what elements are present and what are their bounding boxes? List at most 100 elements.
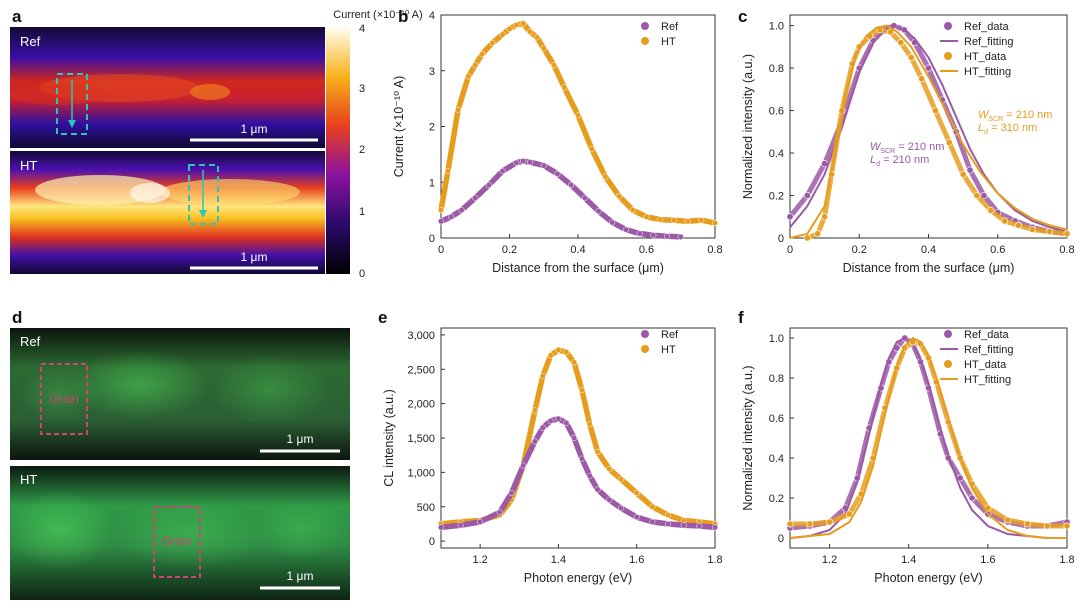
y-tick-label: 0.4 bbox=[769, 148, 784, 160]
y-axis-label: Normalized intensity (a.u.) bbox=[741, 54, 755, 199]
data-point-HT bbox=[555, 346, 562, 354]
x-axis-label: Distance from the surface (μm) bbox=[492, 261, 664, 275]
data-point-Ref_data bbox=[803, 192, 811, 200]
x-tick-label: 0.6 bbox=[639, 244, 654, 256]
data-point-HT bbox=[586, 421, 593, 428]
y-tick-label: 0.6 bbox=[769, 106, 784, 118]
series-markers-Ref_data bbox=[789, 335, 1068, 531]
data-point-HT_data bbox=[907, 53, 915, 61]
data-point-HT bbox=[513, 21, 520, 29]
panel-letter-c: c bbox=[738, 7, 747, 26]
legend-label-Ref_data: Ref_data bbox=[964, 21, 1010, 33]
data-point-Ref bbox=[568, 181, 575, 189]
y-tick-label: 0 bbox=[778, 233, 784, 245]
data-point-HT bbox=[602, 173, 609, 180]
data-point-Ref bbox=[527, 159, 534, 166]
y-tick-label: 0.2 bbox=[769, 191, 784, 203]
data-point-HT_data bbox=[1004, 516, 1012, 524]
data-point-HT bbox=[561, 84, 568, 91]
data-point-Ref bbox=[531, 438, 538, 445]
series-line-HT_fitting bbox=[789, 336, 1067, 539]
chart-e: 1.2 1.4 1.6 1.8 0 500 1,000 1,500 2,000 2,500 3,00… bbox=[382, 327, 723, 585]
data-point-HT_data bbox=[1001, 217, 1009, 225]
data-point-HT bbox=[527, 28, 534, 35]
data-point-Ref bbox=[508, 489, 515, 497]
data-point-HT_data bbox=[803, 234, 811, 242]
y-tick-label: 0.6 bbox=[769, 413, 784, 425]
y-axis-label: Current (×10⁻¹⁰ A) bbox=[392, 76, 406, 178]
data-point-HT bbox=[520, 20, 527, 27]
annotation-line1: WSCR = 210 nm bbox=[978, 109, 1052, 123]
data-point-Ref bbox=[571, 434, 578, 442]
data-point-HT bbox=[531, 407, 538, 414]
legend-label-Ref_fitting: Ref_fitting bbox=[964, 344, 1014, 356]
data-point-HT_data bbox=[1046, 228, 1054, 236]
legend-marker-Ref bbox=[641, 330, 649, 338]
x-tick-label: 1.2 bbox=[822, 554, 837, 566]
annotation-symbol: L bbox=[978, 122, 984, 134]
y-axis-label: Normalized intensity (a.u.) bbox=[741, 365, 755, 510]
data-point-HT bbox=[533, 34, 540, 41]
data-point-Ref bbox=[633, 514, 640, 521]
data-point-HT bbox=[616, 193, 623, 200]
annotation-symbol: W bbox=[870, 141, 882, 153]
data-point-Ref bbox=[520, 462, 527, 469]
data-point-HT bbox=[472, 62, 479, 69]
panel-letter-e: e bbox=[378, 308, 387, 327]
data-point-Ref bbox=[696, 522, 703, 530]
ht-region-box bbox=[188, 164, 219, 225]
data-point-Ref bbox=[477, 518, 484, 525]
chart-f: 1.2 1.4 1.6 1.8 0 0.2 0.4 0.6 0.8 1.0 Photon energ… bbox=[741, 327, 1075, 585]
y-tick-label: 0 bbox=[429, 233, 435, 245]
x-tick-label: 0.6 bbox=[990, 244, 1005, 256]
data-point-HT_data bbox=[1063, 230, 1071, 238]
annotation-line2: Ld = 210 nm bbox=[870, 154, 929, 168]
data-point-Ref bbox=[520, 158, 527, 165]
data-point-HT_data bbox=[821, 213, 829, 221]
x-tick-label: 0 bbox=[438, 244, 444, 256]
annotation-value: = 210 nm bbox=[1003, 109, 1052, 121]
x-tick-label: 0.8 bbox=[1059, 244, 1074, 256]
legend-label-Ref: Ref bbox=[661, 21, 679, 33]
y-tick-label: 4 bbox=[429, 10, 435, 22]
x-tick-label: 0.2 bbox=[502, 244, 517, 256]
ref-region-box bbox=[56, 73, 88, 135]
chart-c: 0 0.2 0.4 0.6 0.8 0 0.2 0.4 0.6 0.8 1.0 Distance fr… bbox=[741, 14, 1075, 275]
legend-marker-Ref_data bbox=[944, 22, 952, 30]
data-point-HT bbox=[657, 216, 664, 223]
ref-arrow-head bbox=[68, 120, 76, 128]
ref-grain-box bbox=[40, 363, 88, 435]
x-tick-label: 0.8 bbox=[707, 244, 722, 256]
data-point-Ref bbox=[540, 162, 547, 169]
data-point-HT_data bbox=[918, 75, 926, 83]
y-tick-label: 1.0 bbox=[769, 333, 784, 345]
colorbar-title: Current (×10⁻¹⁰ A) bbox=[333, 9, 422, 21]
data-point-HT bbox=[444, 168, 451, 175]
colorbar-tick-4: 4 bbox=[359, 23, 365, 35]
panel-a-ref-scalebar-label: 1 μm bbox=[241, 122, 268, 136]
panel-a-colorbar: Current (×10⁻¹⁰ A) 4 3 2 1 0 bbox=[326, 9, 423, 280]
data-point-HT_data bbox=[945, 138, 953, 146]
legend-marker-HT bbox=[641, 37, 649, 45]
data-point-HT bbox=[594, 448, 601, 455]
panel-d-ref-label: Ref bbox=[20, 334, 41, 349]
data-point-HT_data bbox=[826, 518, 834, 526]
data-point-HT_data bbox=[786, 520, 794, 528]
data-point-HT bbox=[664, 511, 672, 519]
colorbar-tick-1: 1 bbox=[359, 206, 365, 218]
legend-label-HT_data: HT_data bbox=[964, 51, 1007, 63]
data-point-Ref bbox=[618, 505, 625, 512]
panel-letter-a: a bbox=[12, 7, 22, 26]
panel-letter-d: d bbox=[12, 308, 22, 327]
legend-marker-Ref bbox=[641, 22, 649, 30]
data-point-HT bbox=[506, 25, 513, 32]
panel-d-ht-scalebar-label: 1 μm bbox=[287, 569, 314, 583]
data-point-HT bbox=[588, 145, 595, 152]
data-point-Ref bbox=[563, 419, 570, 426]
plot-frame bbox=[789, 327, 1068, 549]
plot-frame bbox=[440, 14, 716, 239]
data-point-HT_data bbox=[1015, 221, 1023, 229]
data-point-Ref_data bbox=[924, 64, 932, 72]
series-markers-HT_data bbox=[790, 339, 1067, 529]
annotation-value: = 210 nm bbox=[895, 141, 944, 153]
